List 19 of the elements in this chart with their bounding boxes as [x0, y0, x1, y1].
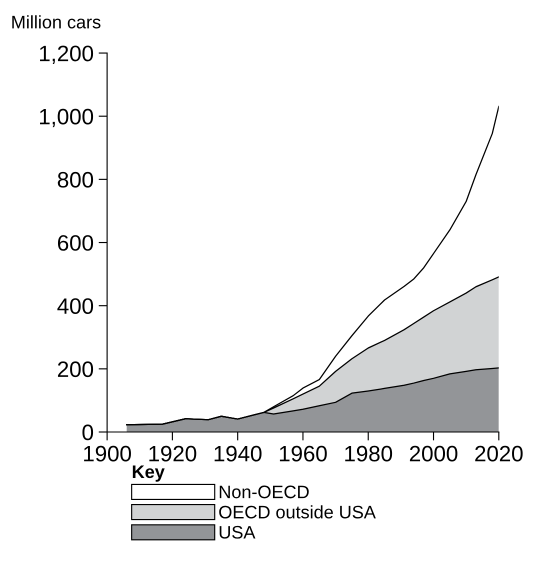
y-tick-label: 1,200: [40, 46, 94, 64]
y-tick-label: 1,000: [40, 108, 94, 128]
x-tick-label: 1900: [84, 446, 131, 462]
x-tick-label: 1980: [345, 446, 392, 462]
y-tick-label: 0: [82, 424, 94, 440]
y-tick-label: 600: [58, 235, 94, 251]
x-tick-label: 2020: [475, 446, 523, 462]
legend-title: Key: [132, 466, 165, 482]
x-tick-label: 1940: [214, 446, 262, 462]
y-axis-title: Million cars: [12, 15, 100, 28]
legend-label: OECD outside USA: [219, 505, 376, 518]
x-tick-label: 1960: [280, 446, 327, 462]
legend-label: Non-OECD: [220, 486, 309, 498]
y-tick-label: 200: [58, 361, 94, 378]
y-tick-label: 400: [57, 298, 94, 314]
x-tick-label: 1920: [149, 446, 196, 462]
y-tick-label: 800: [58, 172, 94, 188]
x-tick-label: 2000: [410, 446, 458, 462]
legend-label: USA: [220, 526, 256, 539]
